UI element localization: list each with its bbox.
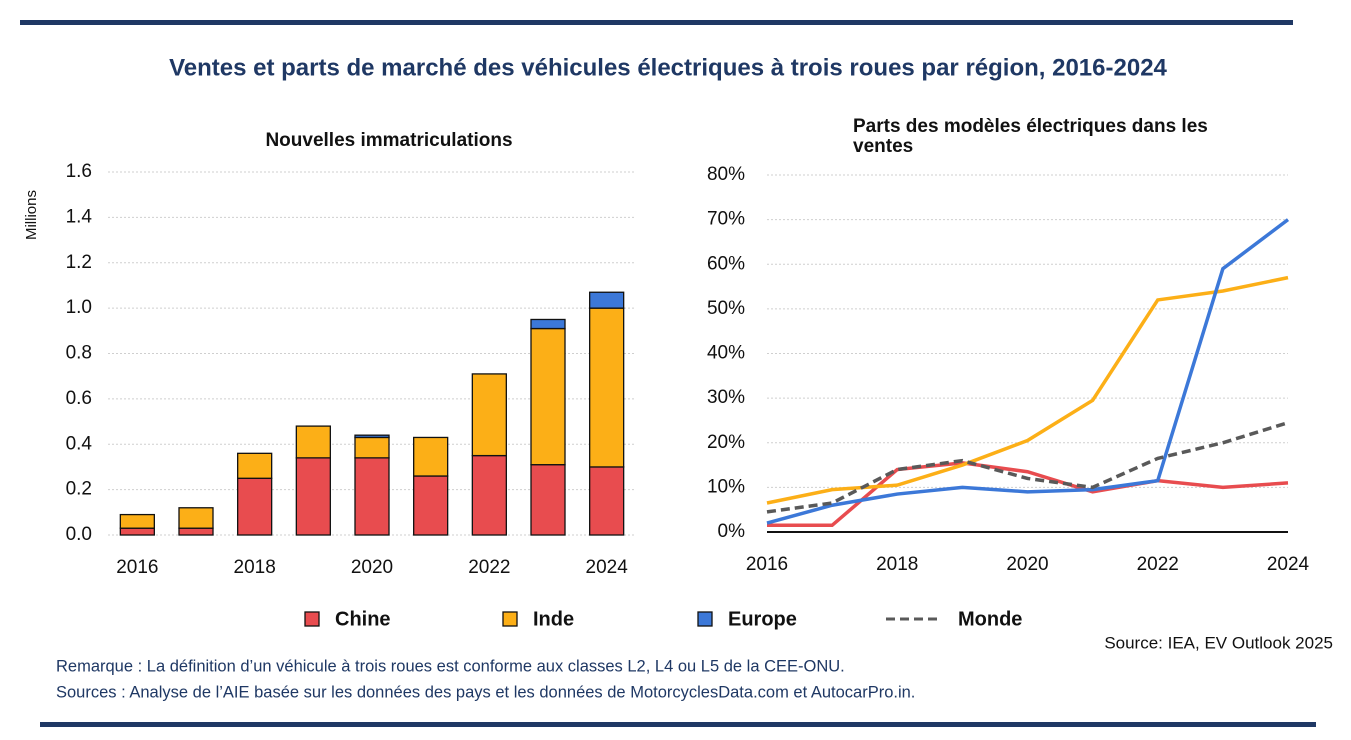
- x-tick-label: 2024: [586, 557, 629, 578]
- bar: [354, 436, 390, 459]
- x-tick-label: 2024: [1267, 554, 1310, 575]
- bar: [530, 464, 566, 536]
- bar: [237, 477, 273, 536]
- y-tick-label: 0%: [718, 521, 746, 542]
- x-tick-label: 2020: [351, 557, 393, 578]
- bar: [119, 527, 155, 536]
- x-tick-label: 2018: [234, 557, 276, 578]
- y-tick-label: 0.8: [66, 343, 92, 364]
- y-tick-label: 0.4: [66, 433, 93, 454]
- y-tick-label: 30%: [707, 387, 745, 408]
- y-tick-label: 1.4: [66, 206, 93, 227]
- bar: [237, 452, 273, 479]
- y-tick-label: 20%: [707, 432, 745, 453]
- bar: [295, 425, 331, 459]
- y-tick-label: 0.0: [66, 524, 92, 545]
- line: [767, 461, 1289, 528]
- x-tick-label: 2022: [1137, 554, 1179, 575]
- y-tick-label: 60%: [707, 253, 745, 274]
- bar: [589, 466, 625, 536]
- bar: [471, 373, 507, 457]
- y-tick-label: 50%: [707, 298, 745, 319]
- y-tick-label: 40%: [707, 343, 745, 364]
- legend-label: Europe: [728, 608, 797, 630]
- bar: [530, 327, 566, 466]
- note: Sources : Analyse de l’AIE basée sur les…: [56, 683, 915, 701]
- legend-swatch: [697, 611, 713, 627]
- bar: [354, 434, 390, 439]
- x-tick-label: 2018: [876, 554, 918, 575]
- line: [766, 420, 1289, 514]
- line: [766, 275, 1289, 505]
- legend-swatch: [502, 611, 518, 627]
- bottom-rule: [40, 722, 1316, 727]
- x-tick-label: 2020: [1006, 554, 1048, 575]
- line: [766, 218, 1290, 525]
- bar-title: Nouvelles immatriculations: [265, 130, 512, 151]
- bar: [354, 457, 390, 536]
- legend-label: Monde: [958, 608, 1022, 630]
- note: Remarque : La définition d’un véhicule à…: [56, 657, 845, 675]
- legend-label: Inde: [533, 608, 574, 630]
- x-tick-label: 2022: [468, 557, 510, 578]
- bar: [178, 527, 214, 536]
- line-title: Parts des modèles électriques dans les v…: [853, 116, 1208, 157]
- y-tick-label: 1.6: [66, 161, 92, 182]
- legend-swatch: [304, 611, 320, 627]
- bar: [589, 307, 625, 468]
- main-title: Ventes et parts de marché des véhicules …: [169, 54, 1167, 81]
- y-tick-label: 1.0: [66, 297, 92, 318]
- x-tick-label: 2016: [116, 557, 158, 578]
- y-axis-label: Millions: [23, 190, 40, 240]
- bar: [589, 291, 625, 309]
- y-tick-label: 0.2: [66, 479, 92, 500]
- top-rule: [20, 20, 1293, 25]
- bar: [295, 457, 331, 536]
- source: Source: IEA, EV Outlook 2025: [1104, 633, 1333, 652]
- y-tick-label: 80%: [707, 164, 745, 185]
- y-tick-label: 0.6: [66, 388, 92, 409]
- x-tick-label: 2016: [746, 554, 788, 575]
- y-tick-label: 70%: [707, 209, 745, 230]
- bar: [530, 318, 566, 330]
- y-tick-label: 1.2: [66, 252, 92, 273]
- bar: [119, 513, 155, 529]
- bar: [413, 475, 449, 536]
- bar: [471, 454, 507, 536]
- bar: [178, 507, 214, 529]
- bar: [413, 436, 449, 477]
- y-tick-label: 10%: [707, 476, 745, 497]
- legend-label: Chine: [335, 608, 391, 630]
